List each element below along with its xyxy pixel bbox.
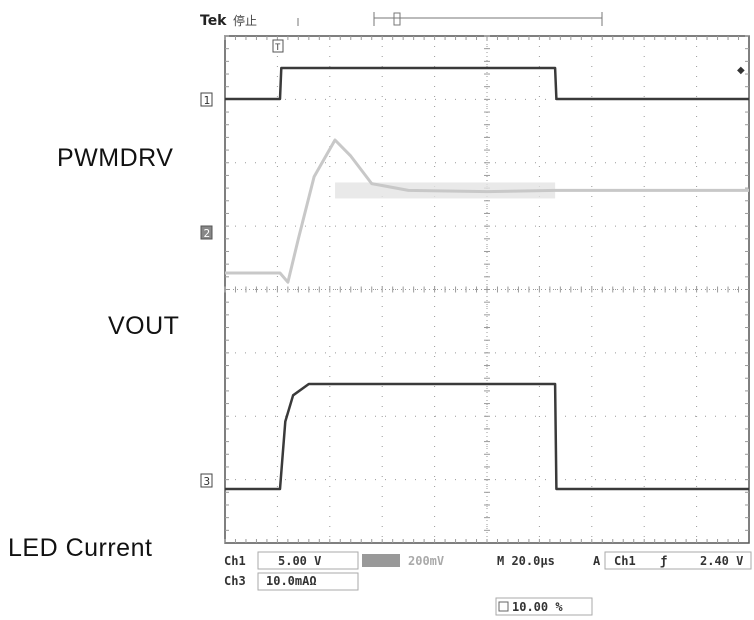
trigger-slope: ƒ bbox=[660, 554, 667, 568]
brand-label: Tek bbox=[200, 13, 227, 29]
ch2-scale: 200mV bbox=[408, 554, 444, 568]
channel-1-marker: 1 bbox=[200, 92, 213, 107]
channel-2-marker: 2 bbox=[200, 225, 213, 240]
channel-1-marker-label: 1 bbox=[204, 94, 211, 107]
channel-3-marker: 3 bbox=[200, 473, 213, 488]
trigger-mode: A bbox=[593, 554, 601, 568]
pwmdrv-trace bbox=[225, 66, 749, 101]
trigger-position: 10.00 % bbox=[512, 600, 563, 614]
ch3-name: Ch3 bbox=[224, 574, 246, 588]
led-current-trace bbox=[225, 382, 749, 491]
trigger-level-icon: ◆ bbox=[737, 65, 745, 76]
status-label: 停止 bbox=[233, 13, 257, 28]
channel-2-marker-label: 2 bbox=[204, 227, 211, 240]
ch1-scale: 5.00 V bbox=[278, 554, 321, 568]
vout-trace bbox=[225, 138, 749, 284]
channel-3-marker-label: 3 bbox=[204, 475, 211, 488]
ch1-name: Ch1 bbox=[224, 554, 246, 568]
pwmdrv-label: PWMDRV bbox=[57, 144, 174, 172]
trigger-marker-label: T bbox=[275, 43, 281, 53]
trigger-level: 2.40 V bbox=[700, 554, 743, 568]
vout-label: VOUT bbox=[108, 312, 180, 340]
graticule-grid bbox=[224, 35, 749, 543]
readout-panel: Ch1 5.00 V 200mV M 20.0µs A Ch1 ƒ 2.40 V… bbox=[224, 551, 752, 616]
waveform-traces bbox=[225, 66, 749, 491]
ch3-scale: 10.0mAΩ bbox=[266, 574, 317, 588]
trigger-position-marker: T bbox=[272, 39, 284, 53]
trigger-source: Ch1 bbox=[614, 554, 636, 568]
timebase: M 20.0µs bbox=[497, 554, 555, 568]
record-length-indicator bbox=[297, 12, 603, 26]
led-current-label: LED Current bbox=[8, 534, 153, 562]
